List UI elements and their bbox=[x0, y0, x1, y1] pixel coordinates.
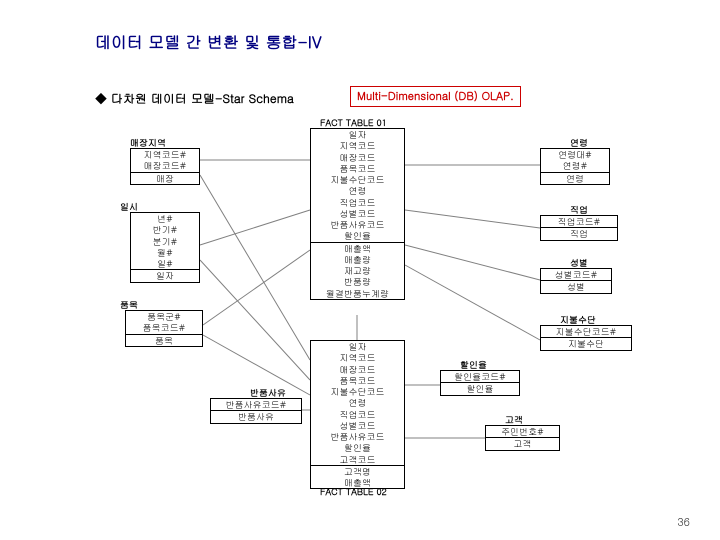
subtitle: ◆ 다차원 데이터 모델-Star Schema bbox=[95, 90, 294, 107]
page-title: 데이터 모델 간 변환 및 통합-IV bbox=[95, 30, 322, 53]
entity-customer: 주민번호#고객 bbox=[485, 425, 560, 451]
entity-discount: 할인율코드#할인율 bbox=[440, 370, 520, 396]
entity-return: 반품사유코드#반품사유 bbox=[210, 398, 302, 424]
entity-age: 연령대#연령#연령 bbox=[540, 148, 610, 185]
entity-date: 년#반기#분기#월#일#일자 bbox=[130, 212, 200, 283]
entity-store: 지역코드#매장코드#매장 bbox=[130, 148, 200, 185]
olap-label: Multi-Dimensional (DB) OLAP. bbox=[350, 86, 521, 107]
page-number: 36 bbox=[677, 515, 690, 530]
entity-pay: 지불수단코드#지불수단 bbox=[540, 325, 632, 351]
entity-fact01: 일자지역코드매장코드품목코드지불수단코드연령직업코드성별코드반품사유코드할인율매… bbox=[310, 128, 405, 300]
entity-gender: 성별코드#성별 bbox=[540, 268, 612, 294]
entity-fact02: 일자지역코드매장코드품목코드지불수단코드연령직업코드성별코드반품사유코드할인율고… bbox=[310, 340, 405, 489]
entity-item: 품목군#품목코드#품목 bbox=[125, 310, 203, 347]
entity-job: 직업코드#직업 bbox=[540, 215, 618, 241]
